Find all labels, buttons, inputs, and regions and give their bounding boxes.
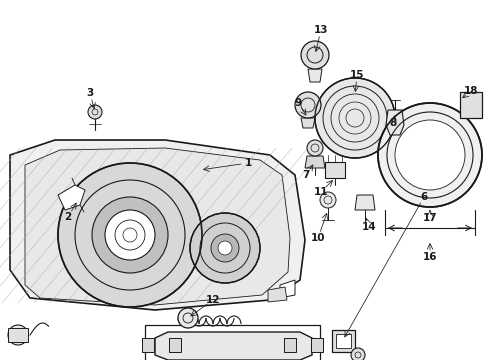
Text: 17: 17 [422, 213, 436, 223]
Circle shape [319, 192, 335, 208]
Polygon shape [10, 140, 305, 310]
Text: 8: 8 [388, 118, 396, 128]
Polygon shape [305, 156, 325, 168]
Polygon shape [169, 338, 181, 352]
Text: 1: 1 [244, 158, 251, 168]
Polygon shape [335, 334, 350, 348]
Polygon shape [155, 332, 311, 360]
Text: 11: 11 [313, 187, 327, 197]
Text: 15: 15 [349, 70, 364, 80]
Polygon shape [459, 92, 481, 118]
Text: 9: 9 [294, 98, 301, 108]
Polygon shape [25, 148, 289, 305]
Circle shape [88, 105, 102, 119]
Circle shape [8, 325, 28, 345]
Text: 6: 6 [420, 192, 427, 202]
Text: 7: 7 [302, 170, 309, 180]
Polygon shape [284, 338, 295, 352]
Polygon shape [354, 195, 374, 210]
Circle shape [306, 140, 323, 156]
Polygon shape [301, 118, 314, 128]
Circle shape [190, 213, 260, 283]
Polygon shape [310, 338, 323, 352]
Circle shape [294, 92, 320, 118]
Circle shape [350, 348, 364, 360]
Text: 13: 13 [313, 25, 327, 35]
Text: 12: 12 [205, 295, 220, 305]
Polygon shape [267, 287, 286, 302]
Text: 16: 16 [422, 252, 436, 262]
Circle shape [301, 41, 328, 69]
Polygon shape [307, 69, 321, 82]
Circle shape [210, 234, 239, 262]
Text: 18: 18 [463, 86, 477, 96]
Polygon shape [8, 328, 28, 342]
Circle shape [105, 210, 155, 260]
Polygon shape [58, 185, 85, 210]
Polygon shape [280, 280, 294, 298]
Text: 3: 3 [86, 88, 93, 98]
Circle shape [314, 78, 394, 158]
Polygon shape [385, 110, 403, 135]
Circle shape [58, 163, 202, 307]
Polygon shape [331, 330, 354, 352]
Text: 2: 2 [64, 212, 71, 222]
Text: 10: 10 [310, 233, 325, 243]
Circle shape [92, 197, 168, 273]
Polygon shape [325, 162, 345, 178]
Circle shape [394, 120, 464, 190]
Circle shape [218, 241, 231, 255]
Text: 14: 14 [361, 222, 376, 232]
Circle shape [178, 308, 198, 328]
Polygon shape [142, 338, 154, 352]
Circle shape [377, 103, 481, 207]
